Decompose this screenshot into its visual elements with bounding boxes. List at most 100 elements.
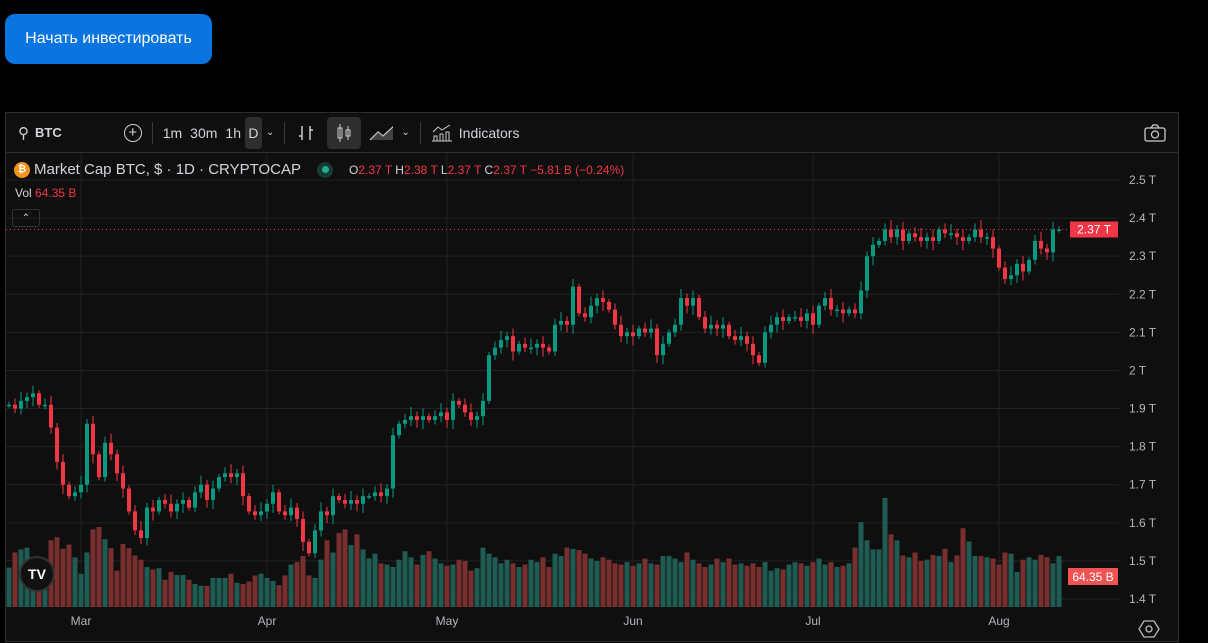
volume-bar <box>228 573 234 607</box>
interval-1h[interactable]: 1h <box>225 124 241 141</box>
candle <box>139 521 143 545</box>
interval-d[interactable]: D <box>244 116 262 149</box>
camera-snapshot-icon[interactable] <box>1140 117 1170 149</box>
volume-bar <box>900 555 906 607</box>
candle-body <box>343 499 347 504</box>
last-price-badge <box>1070 221 1118 238</box>
candle <box>751 336 755 365</box>
chart-type-chevron-icon[interactable]: ⌄ <box>401 127 410 138</box>
candle <box>661 336 665 365</box>
volume-bar <box>390 567 396 607</box>
compare-button[interactable]: + <box>120 117 146 149</box>
candle <box>655 323 659 363</box>
symbol-title[interactable]: Market Cap BTC, $ · 1D · CRYPTOCAP <box>34 161 302 178</box>
candle <box>919 227 923 248</box>
candle-body <box>559 320 563 325</box>
start-investing-button[interactable]: Начать инвестировать <box>5 14 212 64</box>
candle <box>43 398 47 410</box>
volume-bar <box>102 539 108 607</box>
candle-body <box>889 229 893 238</box>
candle-body <box>847 309 851 314</box>
candle-body <box>703 317 707 329</box>
volume-bar <box>288 564 294 607</box>
candle <box>637 325 641 340</box>
candle-body <box>169 503 173 512</box>
tradingview-logo[interactable]: TV <box>19 556 55 592</box>
candle-body <box>91 423 95 455</box>
interval-dropdown-chevron-icon[interactable]: ⌄ <box>265 127 275 138</box>
candle <box>301 511 305 552</box>
volume-bar <box>810 562 816 607</box>
volume-bar <box>696 563 702 607</box>
candle-body <box>313 530 317 554</box>
candle-body <box>49 404 53 428</box>
candle-body <box>61 461 65 485</box>
volume-bar <box>306 575 312 607</box>
candle-body <box>991 237 995 249</box>
candle <box>241 465 245 506</box>
candle-body <box>469 412 473 420</box>
candle <box>1039 231 1043 255</box>
volume-bar <box>282 575 288 607</box>
low-label: L <box>440 162 448 177</box>
candle <box>763 326 767 368</box>
candle-body <box>1039 240 1043 249</box>
candle-body <box>421 416 425 420</box>
symbol-label: BTC <box>35 125 62 140</box>
candle <box>811 305 815 334</box>
y-tick-label: 1.8 T <box>1129 440 1157 454</box>
indicators-button[interactable]: Indicators <box>427 117 524 149</box>
candle-body <box>925 237 929 241</box>
volume-bar <box>780 569 786 607</box>
volume-bar <box>384 564 390 607</box>
candle-body <box>241 473 245 497</box>
candle <box>265 499 269 520</box>
volume-bar <box>750 563 756 607</box>
candle <box>1021 256 1025 281</box>
candle <box>679 288 683 331</box>
bitcoin-icon: ₿ <box>14 161 30 178</box>
candle-body <box>595 298 599 306</box>
volume-bar <box>1008 553 1014 607</box>
volume-bar <box>558 556 564 607</box>
candle <box>163 493 167 509</box>
area-chart-type-icon[interactable] <box>365 117 397 149</box>
candle <box>415 411 419 428</box>
candle <box>1033 234 1037 265</box>
volume-bar <box>1038 554 1044 607</box>
candle <box>379 483 383 503</box>
candle <box>403 413 407 429</box>
candle-body <box>157 499 161 512</box>
collapse-legend-button[interactable]: ⌃ <box>12 209 40 227</box>
candle-body <box>877 240 881 245</box>
candle <box>709 315 713 335</box>
candle <box>643 322 647 337</box>
volume-label: Vol <box>15 186 32 200</box>
interval-1m[interactable]: 1m <box>162 124 183 141</box>
symbol-search[interactable]: ⚲ BTC <box>14 117 66 149</box>
candle <box>181 492 185 513</box>
candle <box>847 306 851 317</box>
candles-chart-type-icon[interactable] <box>327 116 362 149</box>
candle <box>1051 221 1055 262</box>
candle <box>193 486 197 513</box>
candle-body <box>367 496 371 498</box>
bar-chart-type-icon[interactable] <box>291 117 321 149</box>
candle <box>331 488 335 525</box>
volume-bar <box>1026 557 1032 607</box>
candle <box>487 352 491 404</box>
candle <box>733 330 737 345</box>
volume-bar <box>648 563 654 607</box>
candle <box>169 494 173 518</box>
volume-bar <box>252 575 258 607</box>
candle <box>283 505 287 520</box>
candle <box>127 485 131 515</box>
candle-body <box>715 324 719 329</box>
volume-bar <box>414 564 420 607</box>
candlestick-chart[interactable]: 2.5 T 2.4 T 2.3 T 2.2 T 2.1 T 2 T 1.9 T 1.8 T 1.… <box>6 113 1180 643</box>
candle <box>85 419 89 493</box>
volume-bar <box>804 565 810 607</box>
interval-30m[interactable]: 30m <box>190 124 218 141</box>
settings-gear-icon[interactable] <box>1138 620 1160 638</box>
volume-bar <box>666 556 672 607</box>
